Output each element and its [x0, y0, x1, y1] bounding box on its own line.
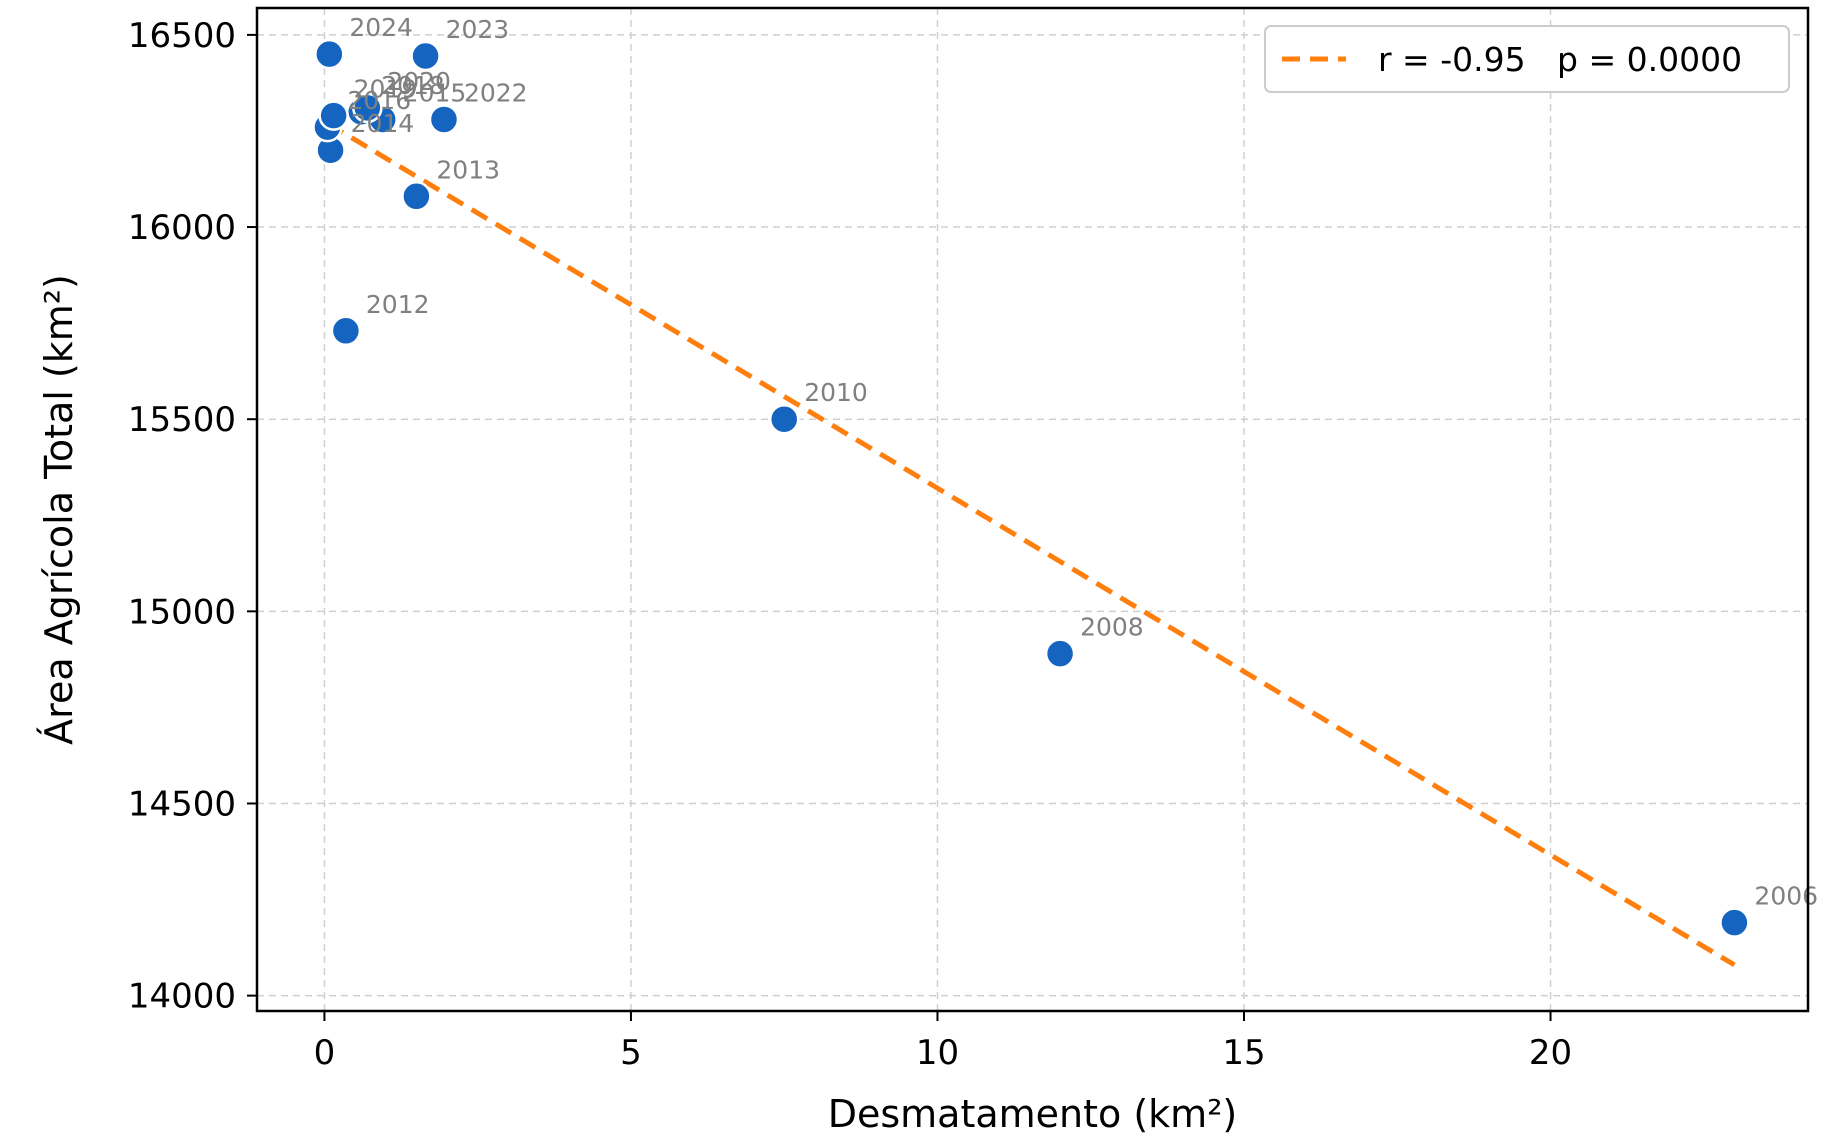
point-label: 2022 [464, 78, 528, 107]
data-point [330, 315, 362, 347]
point-labels: 2006200820102012201320142015201620182019… [348, 13, 1819, 910]
data-point [314, 38, 345, 70]
x-tick-label: 0 [314, 1033, 336, 1073]
y-tick-label: 15500 [128, 400, 236, 440]
x-tick-label: 5 [620, 1033, 642, 1073]
data-point [428, 104, 460, 135]
y-tick-label: 15000 [128, 592, 236, 632]
data-point [318, 100, 349, 131]
trend-layer [326, 121, 1736, 968]
point-label: 2012 [366, 290, 430, 319]
point-label: 2016 [348, 86, 412, 115]
y-axis-title: Área Agrícola Total (km²) [37, 274, 81, 745]
point-label: 2024 [349, 13, 413, 42]
y-tick-label: 16000 [128, 208, 236, 248]
point-label: 2015 [403, 78, 467, 107]
point-label: 2023 [446, 15, 510, 44]
points-layer [312, 38, 1750, 938]
point-label: 2013 [436, 155, 500, 184]
grid [257, 8, 1808, 1011]
point-label: 2019 [354, 75, 418, 104]
point-label: 2018 [381, 71, 445, 100]
point-label: 2014 [351, 109, 415, 138]
data-point [1044, 638, 1076, 669]
y-tick-label: 14500 [128, 784, 236, 824]
point-label: 2008 [1080, 613, 1144, 642]
x-tick-label: 10 [916, 1033, 959, 1073]
data-point [352, 92, 383, 124]
data-point [768, 403, 800, 435]
data-point [401, 181, 432, 212]
y-tick-label: 14000 [128, 977, 236, 1017]
data-point [1719, 907, 1750, 938]
legend-box [1264, 25, 1790, 93]
point-label: 2010 [804, 378, 868, 407]
data-point [410, 40, 441, 72]
x-tick-label: 15 [1222, 1033, 1265, 1073]
axis-ticks: 0 5 10 15 20 14000 14500 15000 15500 16000 16500 [128, 16, 1572, 1073]
x-tick-label: 20 [1529, 1033, 1572, 1073]
x-axis-title: Desmatamento (km²) [828, 1092, 1238, 1136]
point-label: 2020 [387, 67, 451, 96]
legend-label: r = -0.95 p = 0.0000 [1378, 40, 1742, 79]
trend-line [326, 121, 1736, 968]
legend: r = -0.95 p = 0.0000 [1264, 25, 1790, 93]
y-tick-label: 16500 [128, 16, 236, 56]
plot-frame [255, 6, 1810, 1013]
